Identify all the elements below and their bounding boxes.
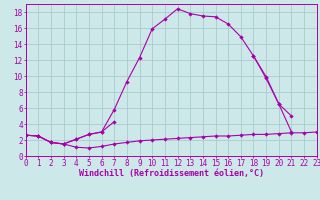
- X-axis label: Windchill (Refroidissement éolien,°C): Windchill (Refroidissement éolien,°C): [79, 169, 264, 178]
